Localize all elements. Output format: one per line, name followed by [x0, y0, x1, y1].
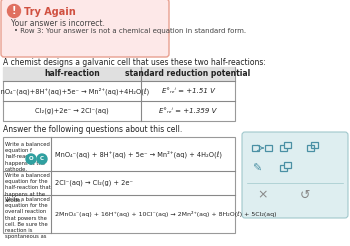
Text: E°ᵣₑⁱ = +1.359 V: E°ᵣₑⁱ = +1.359 V	[159, 108, 217, 114]
Text: !: !	[12, 6, 16, 16]
Text: Try Again: Try Again	[24, 7, 76, 17]
Bar	[265, 145, 272, 151]
Bar	[3, 67, 235, 81]
Bar	[284, 162, 291, 168]
Text: Write a balanced
equation f
half-reac
happens at the
cathode.: Write a balanced equation f half-reac ha…	[5, 142, 50, 172]
Circle shape	[7, 4, 21, 17]
Text: ✎: ✎	[252, 164, 262, 174]
Text: half-reaction: half-reaction	[44, 70, 100, 78]
Circle shape	[26, 154, 36, 164]
FancyBboxPatch shape	[242, 132, 348, 218]
Bar	[307, 145, 314, 151]
FancyBboxPatch shape	[1, 0, 169, 57]
Text: A chemist designs a galvanic cell that uses these two half-reactions:: A chemist designs a galvanic cell that u…	[3, 58, 266, 67]
Text: Your answer is incorrect.: Your answer is incorrect.	[11, 19, 105, 28]
Text: standard reduction potential: standard reduction potential	[125, 70, 251, 78]
Text: ×: ×	[258, 188, 268, 201]
Text: O: O	[29, 156, 33, 162]
Text: Cl₂(g)+2e⁻ → 2Cl⁻(aq): Cl₂(g)+2e⁻ → 2Cl⁻(aq)	[35, 108, 109, 114]
Text: MnO₄⁻(aq) + 8H⁺(aq) + 5e⁻ → Mn²⁺(aq) + 4H₂O(ℓ): MnO₄⁻(aq) + 8H⁺(aq) + 5e⁻ → Mn²⁺(aq) + 4…	[55, 150, 222, 158]
Text: 2MnO₄⁻(aq) + 16H⁺(aq) + 10Cl⁻(aq) → 2Mn²⁺(aq) + 8H₂O(ℓ) + 5Cl₂(aq): 2MnO₄⁻(aq) + 16H⁺(aq) + 10Cl⁻(aq) → 2Mn²…	[55, 211, 276, 217]
Text: 2Cl⁻(aq) → Cl₂(g) + 2e⁻: 2Cl⁻(aq) → Cl₂(g) + 2e⁻	[55, 180, 133, 186]
Text: ↺: ↺	[300, 188, 310, 201]
Circle shape	[37, 154, 47, 164]
Text: • Row 3: Your answer is not a chemical equation in standard form.: • Row 3: Your answer is not a chemical e…	[14, 28, 246, 34]
Text: Answer the following questions about this cell.: Answer the following questions about thi…	[3, 125, 182, 134]
Bar	[280, 165, 287, 171]
Bar	[311, 142, 318, 148]
Text: MnO₄⁻(aq)+8H⁺(aq)+5e⁻ → Mn²⁺(aq)+4H₂O(ℓ): MnO₄⁻(aq)+8H⁺(aq)+5e⁻ → Mn²⁺(aq)+4H₂O(ℓ)	[0, 87, 149, 95]
Text: Write a balanced
equation for the
overall reaction
that powers the
cell. Be sure: Write a balanced equation for the overal…	[5, 197, 50, 239]
Bar	[3, 67, 235, 121]
Bar	[280, 145, 287, 151]
Text: E°ᵣₑⁱ = +1.51 V: E°ᵣₑⁱ = +1.51 V	[162, 88, 215, 94]
Text: Write a balanced
equation for the
half-reaction that
happens at the
anode.: Write a balanced equation for the half-r…	[5, 173, 51, 203]
Bar	[252, 145, 259, 151]
Text: C: C	[40, 156, 44, 162]
Bar	[3, 137, 235, 233]
Bar	[284, 142, 291, 148]
